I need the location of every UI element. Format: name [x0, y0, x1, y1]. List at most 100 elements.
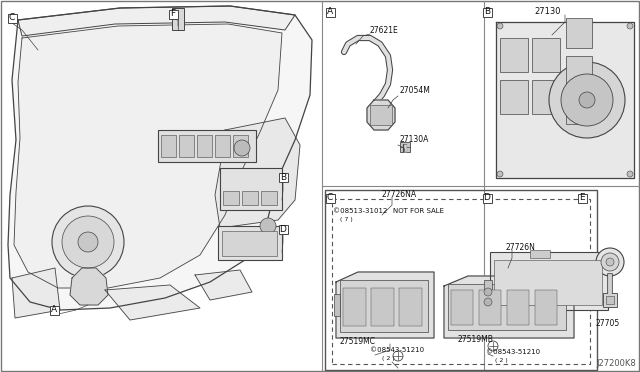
Text: 27130A: 27130A: [400, 135, 429, 144]
Polygon shape: [12, 268, 60, 318]
Polygon shape: [14, 24, 282, 288]
Polygon shape: [70, 268, 108, 305]
Circle shape: [52, 206, 124, 278]
Bar: [566, 56, 592, 86]
Text: A: A: [327, 7, 333, 16]
Text: B: B: [484, 7, 490, 16]
Bar: [494, 260, 602, 305]
Bar: [197, 135, 212, 157]
Polygon shape: [195, 270, 252, 300]
Bar: [532, 38, 560, 72]
Circle shape: [484, 298, 492, 306]
Text: D: D: [484, 193, 490, 202]
Text: ©08543-51210: ©08543-51210: [486, 349, 540, 355]
Bar: [49, 305, 58, 314]
Circle shape: [260, 218, 276, 234]
Circle shape: [561, 74, 613, 126]
Bar: [334, 294, 340, 316]
Text: NOT FOR SALE: NOT FOR SALE: [393, 208, 444, 214]
Bar: [179, 135, 194, 157]
Polygon shape: [105, 285, 200, 320]
Bar: [242, 191, 258, 205]
Text: F: F: [170, 10, 175, 19]
Circle shape: [78, 232, 98, 252]
Text: 27519MB: 27519MB: [458, 335, 494, 344]
Polygon shape: [496, 22, 634, 178]
Bar: [168, 10, 177, 19]
Polygon shape: [367, 100, 395, 130]
Text: C: C: [327, 193, 333, 202]
Text: B: B: [280, 173, 286, 182]
Circle shape: [62, 216, 114, 268]
Text: ©08513-31012: ©08513-31012: [333, 208, 387, 214]
Bar: [606, 296, 614, 304]
Polygon shape: [8, 6, 312, 310]
Text: ( 2 ): ( 2 ): [382, 356, 395, 361]
Bar: [370, 105, 392, 125]
Text: A: A: [51, 305, 57, 314]
Circle shape: [601, 253, 619, 271]
Circle shape: [596, 248, 624, 276]
Bar: [507, 290, 529, 325]
Bar: [566, 94, 592, 124]
Polygon shape: [336, 272, 434, 338]
Bar: [332, 199, 590, 364]
Circle shape: [549, 62, 625, 138]
Polygon shape: [444, 276, 574, 338]
Bar: [325, 190, 597, 370]
Bar: [490, 252, 608, 310]
Bar: [340, 280, 428, 332]
Circle shape: [497, 171, 503, 177]
Text: 27054M: 27054M: [400, 86, 431, 95]
Bar: [172, 8, 184, 30]
Text: ©08543-51210: ©08543-51210: [370, 347, 424, 353]
Bar: [479, 290, 501, 325]
Text: ( 2 ): ( 2 ): [495, 358, 508, 363]
Bar: [371, 288, 394, 326]
Bar: [500, 80, 528, 114]
Bar: [451, 290, 473, 325]
Bar: [8, 13, 17, 22]
Text: D: D: [280, 224, 287, 234]
Bar: [326, 7, 335, 16]
Circle shape: [484, 288, 492, 296]
Text: 27705: 27705: [596, 319, 620, 328]
Circle shape: [497, 23, 503, 29]
Bar: [161, 135, 176, 157]
Bar: [218, 226, 282, 260]
Text: 27519MC: 27519MC: [340, 337, 376, 346]
Bar: [566, 18, 592, 48]
Bar: [278, 224, 287, 234]
Text: 27130: 27130: [535, 7, 561, 16]
Bar: [326, 193, 335, 202]
Bar: [220, 168, 282, 210]
Circle shape: [579, 92, 595, 108]
Bar: [399, 288, 422, 326]
Bar: [261, 191, 277, 205]
Bar: [483, 193, 492, 202]
Bar: [484, 280, 492, 298]
Bar: [577, 193, 586, 202]
Bar: [158, 130, 256, 162]
Bar: [222, 231, 277, 256]
Polygon shape: [18, 6, 295, 36]
Bar: [535, 290, 557, 325]
Circle shape: [606, 258, 614, 266]
Text: E: E: [579, 193, 585, 202]
Circle shape: [627, 23, 633, 29]
Bar: [233, 135, 248, 157]
Circle shape: [234, 140, 250, 156]
Bar: [278, 173, 287, 182]
Bar: [343, 288, 366, 326]
Circle shape: [627, 171, 633, 177]
Text: C: C: [9, 13, 15, 22]
Bar: [603, 293, 617, 307]
Bar: [532, 80, 560, 114]
Bar: [448, 284, 566, 330]
Text: J27200K8: J27200K8: [596, 359, 636, 368]
Bar: [530, 250, 550, 258]
Polygon shape: [215, 118, 300, 228]
Bar: [500, 38, 528, 72]
Text: 27726NA: 27726NA: [382, 190, 417, 199]
Text: 27726N: 27726N: [506, 243, 536, 252]
